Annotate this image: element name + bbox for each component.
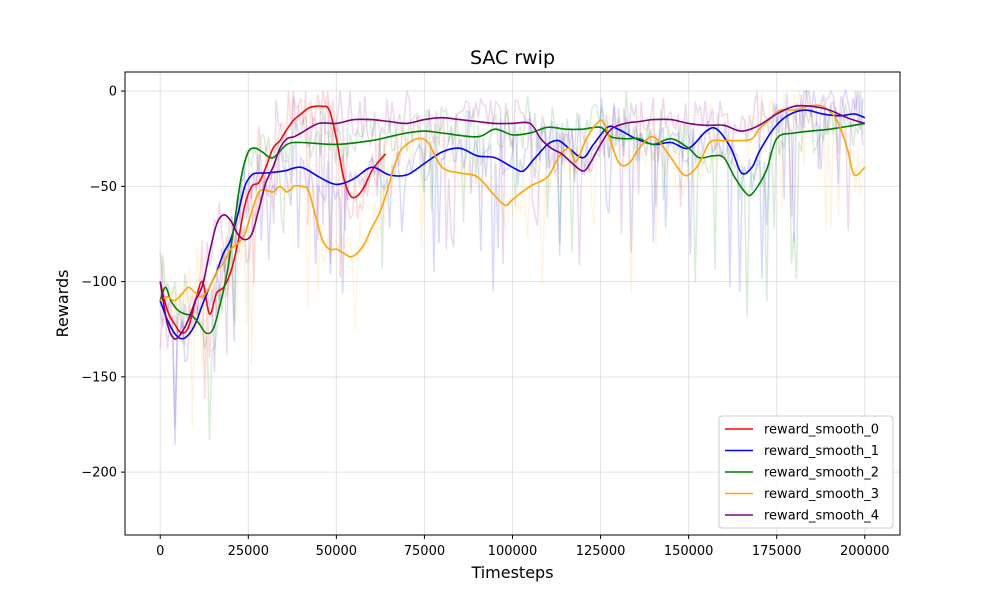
series-line-2 bbox=[159, 122, 865, 335]
x-tick-label: 175000 bbox=[752, 544, 802, 559]
x-tick-label: 100000 bbox=[488, 544, 538, 559]
y-tick-label: −100 bbox=[81, 275, 117, 290]
series-line-4 bbox=[159, 104, 866, 340]
y-axis-title: Rewards bbox=[53, 270, 72, 338]
legend-label-1: reward_smooth_1 bbox=[764, 444, 879, 459]
raw-line-2 bbox=[159, 91, 864, 441]
smoothed-reward-lines bbox=[159, 104, 866, 340]
raw-line-4 bbox=[159, 89, 864, 428]
x-tick-label: 150000 bbox=[664, 544, 714, 559]
legend-label-2: reward_smooth_2 bbox=[764, 466, 879, 481]
x-tick-label: 50000 bbox=[316, 544, 357, 559]
y-tick-label: −200 bbox=[81, 466, 117, 481]
legend-label-0: reward_smooth_0 bbox=[764, 423, 879, 438]
chart-title: SAC rwip bbox=[470, 47, 555, 69]
series-line-0 bbox=[159, 105, 387, 334]
chart-legend: reward_smooth_0 reward_smooth_1 reward_smo… bbox=[718, 415, 894, 529]
legend-box bbox=[718, 415, 894, 529]
series-line-1 bbox=[159, 109, 866, 340]
legend-label-3: reward_smooth_3 bbox=[764, 487, 879, 502]
x-axis-ticks: 0 25000 50000 75000 100000 125000 150000 175000… bbox=[156, 535, 890, 559]
y-tick-label: 0 bbox=[109, 85, 117, 100]
x-tick-label: 200000 bbox=[840, 544, 890, 559]
x-tick-label: 25000 bbox=[228, 544, 269, 559]
series-line-3 bbox=[159, 104, 866, 302]
raw-line-3 bbox=[159, 90, 864, 427]
raw-line-1 bbox=[159, 88, 864, 445]
y-tick-label: −150 bbox=[81, 370, 117, 385]
y-tick-label: −50 bbox=[90, 180, 117, 195]
raw-reward-lines bbox=[159, 88, 864, 445]
y-axis-ticks: 0 −50 −100 −150 −200 bbox=[81, 85, 125, 481]
x-tick-label: 75000 bbox=[404, 544, 445, 559]
x-tick-label: 125000 bbox=[576, 544, 626, 559]
x-axis-title: Timesteps bbox=[470, 563, 553, 582]
x-tick-label: 0 bbox=[156, 544, 164, 559]
legend-label-4: reward_smooth_4 bbox=[764, 509, 879, 524]
